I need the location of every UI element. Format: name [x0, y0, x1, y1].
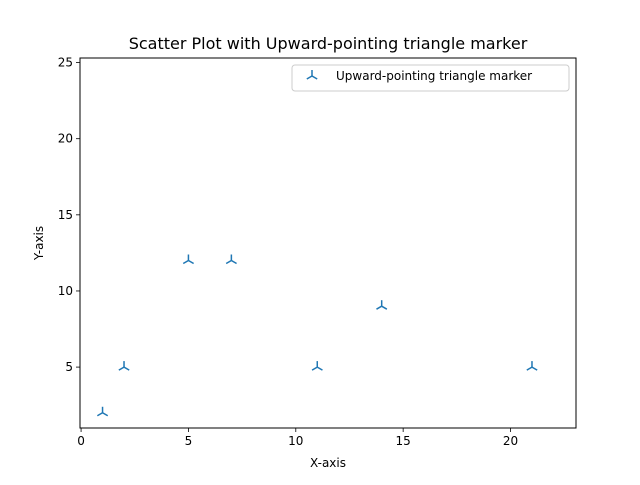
x-tick-label: 15 — [396, 434, 411, 448]
x-tick-label: 0 — [77, 434, 85, 448]
data-point — [118, 361, 130, 371]
data-point — [96, 406, 109, 417]
data-point — [225, 254, 237, 265]
data-point — [526, 361, 538, 371]
chart-title: Scatter Plot with Upward-pointing triang… — [129, 34, 528, 53]
y-tick-label: 15 — [58, 208, 73, 222]
x-axis: 0 5 10 15 20 — [77, 428, 518, 448]
x-tick-label: 5 — [185, 434, 193, 448]
y-axis: 5 10 15 20 25 — [58, 56, 80, 374]
data-point — [376, 300, 388, 310]
y-tick-label: 20 — [58, 132, 73, 146]
y-tick-label: 25 — [58, 56, 73, 70]
y-tick-label: 10 — [58, 284, 73, 298]
x-tick-label: 10 — [288, 434, 303, 448]
legend-marker-icon — [306, 70, 318, 80]
legend-label: Upward-pointing triangle marker — [336, 69, 532, 83]
x-tick-label: 20 — [503, 434, 518, 448]
legend-box — [291, 64, 570, 92]
data-points — [96, 254, 538, 417]
legend-marker — [306, 70, 318, 80]
data-point — [182, 254, 195, 265]
legend: Upward-pointing triangle marker — [291, 64, 570, 92]
y-tick-label: 5 — [65, 360, 73, 374]
plot-area — [79, 57, 577, 429]
data-point — [311, 361, 323, 371]
y-axis-label: Y-axis — [32, 226, 46, 261]
x-axis-label: X-axis — [310, 456, 346, 470]
